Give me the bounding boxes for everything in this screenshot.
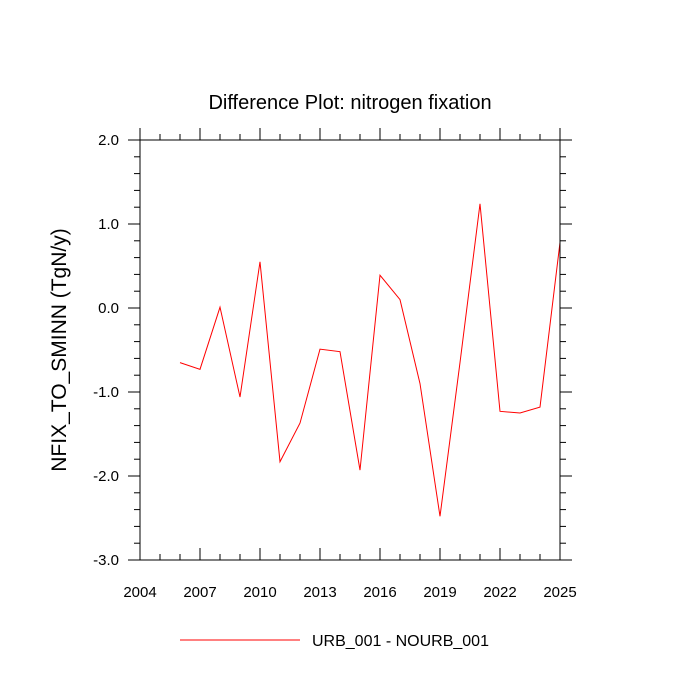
y-axis-label: NFIX_TO_SMINN (TgN/y) (48, 228, 71, 471)
y-tick-labels: -3.0 -2.0 -1.0 0.0 1.0 2.0 (93, 132, 119, 569)
legend: URB_001 - NOURB_001 (180, 633, 489, 650)
minor-ticks (134, 134, 566, 560)
y-tick-label: -1.0 (93, 384, 119, 401)
y-tick-label: 2.0 (98, 132, 119, 149)
y-tick-label: -3.0 (93, 552, 119, 569)
x-tick-label: 2016 (363, 584, 396, 601)
series-line (179, 203, 561, 517)
x-tick-label: 2022 (483, 584, 516, 601)
legend-label: URB_001 - NOURB_001 (312, 633, 489, 650)
chart-title: Difference Plot: nitrogen fixation (208, 92, 491, 114)
x-tick-label: 2004 (123, 584, 156, 601)
x-tick-label: 2019 (423, 584, 456, 601)
x-tick-label: 2025 (543, 584, 576, 601)
x-tick-labels: 2004 2007 2010 2013 2016 2019 2022 2025 (123, 584, 576, 601)
y-tick-label: 1.0 (98, 216, 119, 233)
series-layer (179, 203, 561, 517)
y-tick-label: 0.0 (98, 300, 119, 317)
x-tick-label: 2013 (303, 584, 336, 601)
x-tick-label: 2010 (243, 584, 276, 601)
x-tick-label: 2007 (183, 584, 216, 601)
major-ticks (128, 128, 572, 561)
plot-frame (139, 139, 561, 561)
y-tick-label: -2.0 (93, 468, 119, 485)
